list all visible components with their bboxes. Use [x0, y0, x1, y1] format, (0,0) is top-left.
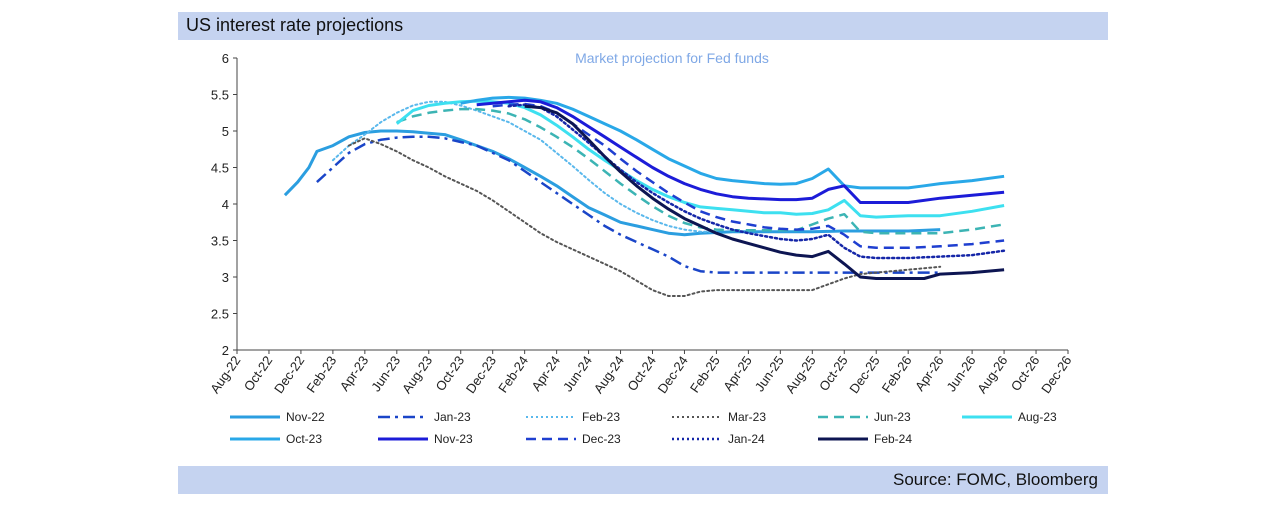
y-tick-label: 4.5 — [211, 161, 229, 176]
chart-title: US interest rate projections — [186, 15, 404, 35]
x-tick-label: Aug-26 — [974, 353, 1010, 396]
y-tick-label: 4 — [222, 197, 229, 212]
x-tick-label: Feb-24 — [495, 353, 531, 395]
series-line-dec-23 — [492, 102, 1005, 250]
header-bar: US interest rate projections — [178, 12, 1108, 40]
x-tick-label: Aug-22 — [207, 353, 243, 396]
y-tick-label: 2.5 — [211, 307, 229, 322]
x-tick-label: Feb-23 — [303, 353, 339, 395]
series-line-mar-23 — [347, 137, 942, 297]
series-line-aug-23 — [395, 99, 1005, 219]
legend-label-feb-23: Feb-23 — [582, 410, 620, 424]
x-tick-label: Feb-26 — [879, 353, 915, 395]
series-line-jun-23 — [396, 107, 1005, 235]
x-tick-label: Dec-22 — [271, 353, 307, 396]
series-line-oct-23 — [460, 95, 1005, 190]
legend-label-oct-23: Oct-23 — [286, 432, 322, 446]
y-tick-label: 5 — [222, 124, 229, 139]
series-line-jan-24 — [507, 103, 1006, 260]
x-tick-label: Dec-25 — [846, 353, 882, 396]
x-tick-label: Dec-26 — [1038, 353, 1074, 396]
series-line-nov-23 — [476, 98, 1005, 204]
y-tick-label: 2 — [222, 343, 229, 358]
x-tick-label: Jun-26 — [943, 353, 978, 394]
source-note: Source: FOMC, Bloomberg — [892, 470, 1098, 489]
legend-label-nov-22: Nov-22 — [286, 410, 325, 424]
legend-label-jan-23: Jan-23 — [434, 410, 471, 424]
y-tick-label: 6 — [222, 51, 229, 66]
x-tick-label: Apr-26 — [912, 353, 947, 394]
chart-subtitle: Market projection for Fed funds — [575, 50, 769, 66]
series-line-jan-23 — [316, 135, 941, 274]
chart-series-group — [283, 95, 1006, 297]
legend-label-jun-23: Jun-23 — [874, 410, 911, 424]
x-tick-label: Aug-23 — [399, 353, 435, 396]
legend-label-feb-24: Feb-24 — [874, 432, 912, 446]
series-line-feb-23 — [331, 100, 718, 233]
chart-legend: Nov-22 Jan-23 Feb-23 Mar-23 Jun-23 Aug-23 Oct-… — [230, 410, 1057, 446]
y-tick-label: 3 — [222, 270, 229, 285]
x-tick-label: Apr-25 — [720, 353, 755, 394]
x-tick-label: Apr-24 — [528, 353, 563, 394]
y-tick-label: 3.5 — [211, 234, 229, 249]
series-line-feb-24 — [524, 104, 1005, 280]
x-tick-label: Dec-24 — [655, 353, 691, 396]
legend-label-jan-24: Jan-24 — [728, 432, 765, 446]
x-tick-label: Jun-25 — [752, 353, 787, 394]
legend-label-aug-23: Aug-23 — [1018, 410, 1057, 424]
x-tick-label: Feb-25 — [687, 353, 723, 395]
x-tick-label: Dec-23 — [463, 353, 499, 396]
x-tick-label: Jun-23 — [368, 353, 403, 394]
x-tick-label: Apr-23 — [337, 353, 372, 394]
chart-axes: 22.533.544.555.56Aug-22Oct-22Dec-22Feb-2… — [207, 51, 1074, 396]
legend-label-nov-23: Nov-23 — [434, 432, 473, 446]
legend-label-dec-23: Dec-23 — [582, 432, 621, 446]
x-tick-label: Jun-24 — [560, 353, 595, 394]
footer-bar: Source: FOMC, Bloomberg — [178, 466, 1108, 494]
y-tick-label: 5.5 — [211, 88, 229, 103]
legend-label-mar-23: Mar-23 — [728, 410, 766, 424]
x-tick-label: Aug-25 — [782, 353, 818, 396]
x-tick-label: Aug-24 — [591, 353, 627, 396]
